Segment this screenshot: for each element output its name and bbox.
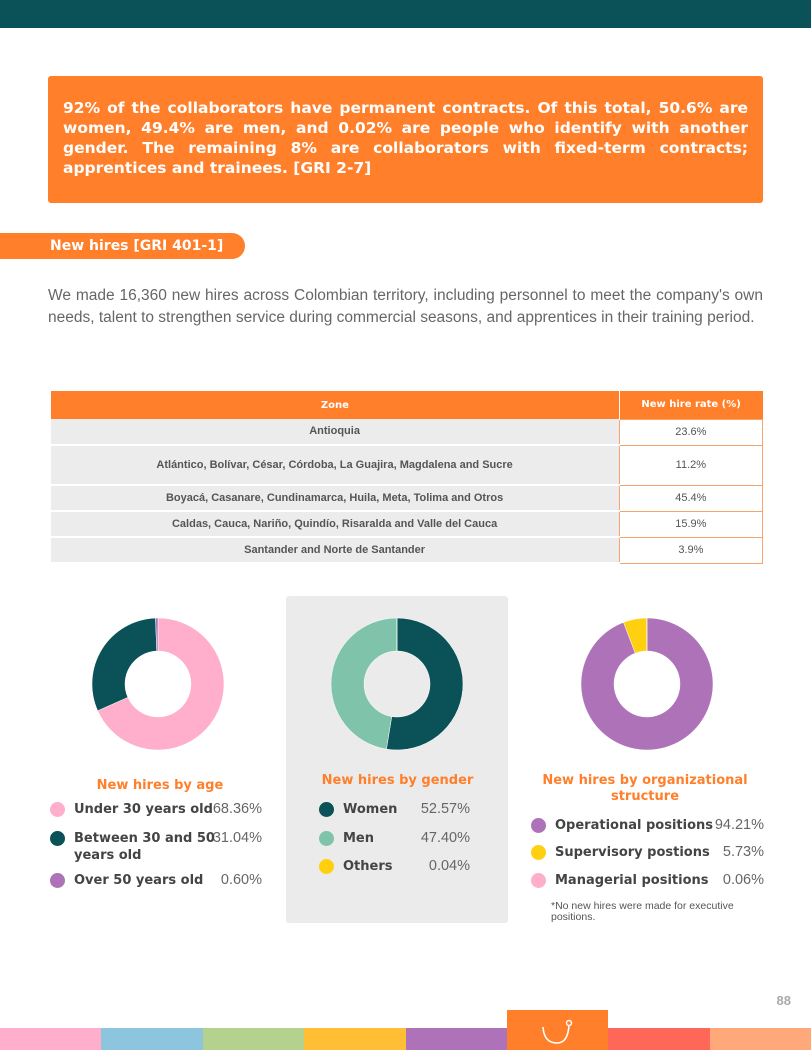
legend-dot-icon [319, 802, 334, 817]
legend-dot-icon [50, 873, 65, 888]
legend-dot-icon [319, 859, 334, 874]
donut-chart [327, 614, 467, 754]
donut-slice [92, 618, 157, 711]
footer-stripe [608, 1028, 709, 1050]
legend-value: 68.36% [192, 801, 262, 818]
table-row: Caldas, Cauca, Nariño, Quindío, Risarald… [51, 511, 763, 537]
rate-cell: 23.6% [619, 419, 762, 445]
legend-label: Women [343, 801, 397, 818]
legend-label: Operational positions [555, 817, 713, 834]
legend-value: 0.06% [694, 872, 764, 889]
brand-logo-icon [507, 1010, 608, 1050]
legend-value: 94.21% [694, 817, 764, 834]
zone-cell: Antioquia [51, 419, 620, 445]
legend-label: Supervisory postions [555, 844, 710, 861]
footer-stripes [0, 1028, 811, 1050]
intro-paragraph: We made 16,360 new hires across Colombia… [48, 285, 763, 329]
legend-value: 31.04% [192, 830, 262, 847]
rate-cell: 45.4% [619, 485, 762, 511]
col-header: Zone [51, 391, 620, 419]
legend-dot-icon [531, 818, 546, 833]
footer-stripe [0, 1028, 101, 1050]
zone-cell: Santander and Norte de Santander [51, 537, 620, 563]
zone-cell: Caldas, Cauca, Nariño, Quindío, Risarald… [51, 511, 620, 537]
legend-label: Over 50 years old [74, 872, 203, 889]
donut-slice [386, 618, 463, 750]
zone-cell: Boyacá, Casanare, Cundinamarca, Huila, M… [51, 485, 620, 511]
footer-stripe [203, 1028, 304, 1050]
rate-cell: 11.2% [619, 445, 762, 485]
footer-stripe [304, 1028, 405, 1050]
rate-cell: 3.9% [619, 537, 762, 563]
legend-label: Managerial positions [555, 872, 709, 889]
legend-value: 52.57% [400, 801, 470, 818]
chart-title: New hires by age [90, 778, 230, 794]
legend-dot-icon [531, 845, 546, 860]
section-title: New hires [GRI 401-1] [0, 233, 245, 259]
legend-value: 0.60% [192, 872, 262, 889]
legend-label: Men [343, 830, 374, 847]
contracts-callout: 92% of the collaborators have permanent … [48, 76, 763, 203]
donut-chart [577, 614, 717, 754]
legend-value: 5.73% [694, 844, 764, 861]
page-number: 88 [777, 993, 791, 1008]
legend-value: 47.40% [400, 830, 470, 847]
top-bar [0, 0, 811, 28]
legend-label: Others [343, 858, 393, 875]
legend-value: 0.04% [400, 858, 470, 875]
legend-dot-icon [50, 802, 65, 817]
table-row: Atlántico, Bolívar, César, Córdoba, La G… [51, 445, 763, 485]
rate-cell: 15.9% [619, 511, 762, 537]
footnote: *No new hires were made for executive po… [551, 901, 751, 923]
legend-dot-icon [50, 831, 65, 846]
footer-stripe [710, 1028, 811, 1050]
table-row: Boyacá, Casanare, Cundinamarca, Huila, M… [51, 485, 763, 511]
donut-slice [331, 618, 397, 749]
chart-title: New hires by gender [300, 773, 495, 789]
footer-stripe [101, 1028, 202, 1050]
chart-title: New hires by organizational structure [520, 773, 770, 805]
zone-cell: Atlántico, Bolívar, César, Córdoba, La G… [51, 445, 620, 485]
footer-stripe [406, 1028, 507, 1050]
legend-dot-icon [531, 873, 546, 888]
donut-chart [88, 614, 228, 754]
legend-dot-icon [319, 831, 334, 846]
col-header: New hire rate (%) [619, 391, 762, 419]
